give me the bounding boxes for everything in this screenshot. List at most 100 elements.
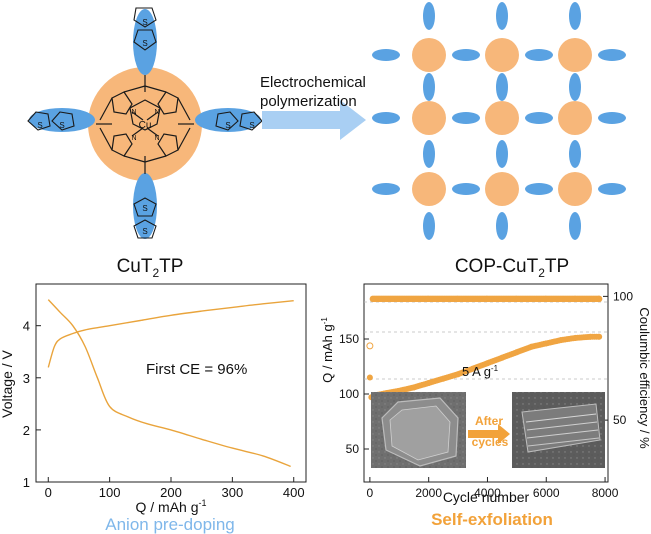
copper-atom-label: Cu [139, 120, 152, 131]
polymerization-arrow [262, 100, 366, 140]
thiophene-rings [27, 7, 263, 239]
left-caption: Anion pre-doping [105, 515, 234, 534]
y-tick-label: 1 [23, 475, 30, 490]
nitrogen-atom-label: N [154, 109, 159, 116]
right-y-tick-label: 100 [613, 289, 633, 303]
polymer-link-lobe [598, 183, 626, 195]
polymer-link-lobe [372, 183, 400, 195]
top-thiophene-lobe [133, 9, 157, 75]
first-ce-annotation: First CE = 96% [146, 361, 247, 378]
sulfur-atom-label: S [225, 121, 230, 130]
y-tick-label: 100 [339, 387, 359, 401]
x-tick-label: 200 [160, 485, 182, 500]
polymer-node [412, 172, 446, 206]
charge-curve [47, 300, 294, 368]
sulfur-atom-label: S [59, 121, 64, 130]
sulfur-atom-label: S [142, 204, 147, 213]
after-cycles-label-line1: After [475, 414, 503, 428]
polymer-link-lobe [569, 2, 581, 30]
polymer-link-lobe [569, 73, 581, 101]
polymer-link-lobe [423, 73, 435, 101]
polymer-node [412, 101, 446, 135]
x-tick-label: 4000 [474, 486, 501, 500]
sulfur-atom-label: S [142, 39, 147, 48]
polymer-link-lobe [569, 140, 581, 168]
polymer-node [485, 101, 519, 135]
polymer-link-lobe [496, 2, 508, 30]
nitrogen-atom-label: N [131, 109, 136, 116]
arrow-label-line1: Electrochemical [260, 74, 366, 91]
right-right-y-axis-label: Coulumbic efficiency / % [637, 307, 651, 449]
cut2tp-molecule: Cu S S S S S S S S N N N N [27, 7, 263, 239]
plot-frame [35, 283, 307, 483]
polymer-network [372, 2, 626, 240]
polymer-node [558, 101, 592, 135]
right-left-y-axis-label: Q / mAh g-1 [320, 317, 335, 383]
plot-frame [363, 283, 609, 483]
polymer-link-lobe [452, 112, 480, 124]
polymer-link-lobe [452, 183, 480, 195]
ce-point [595, 295, 603, 303]
polymer-node [412, 38, 446, 72]
y-tick-label: 3 [23, 371, 30, 386]
voltage-profile-chart: 0 100 200 300 400 1 2 3 4 First CE = 96% Voltage… [0, 283, 307, 534]
nitrogen-atom-label: N [154, 135, 159, 142]
polymer-link-lobe [452, 49, 480, 61]
x-tick-label: 6000 [533, 486, 560, 500]
y-tick-label: 150 [339, 332, 359, 346]
polymer-node [558, 38, 592, 72]
monomer-name: CuT2TP [117, 256, 184, 280]
left-y-axis-label: Voltage / V [0, 349, 15, 417]
sem-inset-after [512, 392, 605, 468]
sulfur-atom-label: S [142, 227, 147, 236]
x-tick-label: 300 [222, 485, 244, 500]
y-tick-label: 2 [23, 423, 30, 438]
sulfur-atom-label: S [249, 121, 254, 130]
x-tick-label: 8000 [592, 486, 619, 500]
capacity-point [366, 374, 373, 381]
sem-inset-before [371, 392, 466, 468]
right-y-tick-label: 50 [613, 413, 627, 427]
rate-label: 5 A g-1 [462, 364, 499, 379]
capacity-point [596, 333, 603, 340]
polymer-name: COP-CuT2TP [455, 256, 569, 280]
polymer-link-lobe [569, 212, 581, 240]
polymer-link-lobe [372, 112, 400, 124]
cycling-chart: 0 2000 4000 6000 8000 50 100 150 50 100 5 A g-1 A… [320, 283, 651, 529]
bottom-thiophene-lobe [133, 173, 157, 239]
polymer-link-lobe [423, 2, 435, 30]
sulfur-atom-label: S [37, 121, 42, 130]
nitrogen-atom-label: N [131, 135, 136, 142]
polymer-link-lobe [525, 112, 553, 124]
after-cycles-arrow [468, 424, 510, 444]
polymer-link-lobe [525, 183, 553, 195]
right-x-axis-label: Cycle number [443, 489, 530, 505]
y-tick-label: 4 [23, 319, 30, 334]
ce-point [366, 342, 374, 350]
discharge-curve [47, 299, 291, 468]
coulombic-efficiency-series [366, 295, 603, 350]
arrow-label-line2: polymerization [260, 93, 357, 110]
polymer-node [485, 172, 519, 206]
polymer-link-lobe [372, 49, 400, 61]
y-tick-label: 50 [346, 442, 360, 456]
after-cycles-label-line2: cycles [472, 435, 509, 449]
polymer-node [558, 172, 592, 206]
porphyrin-skeleton [96, 75, 194, 174]
polymer-link-lobe [496, 73, 508, 101]
polymer-link-lobe [423, 140, 435, 168]
polymer-link-lobe [496, 140, 508, 168]
polymer-link-lobe [423, 212, 435, 240]
polymer-link-lobe [598, 112, 626, 124]
x-tick-label: 0 [367, 486, 374, 500]
right-caption: Self-exfoliation [431, 510, 553, 529]
left-x-axis-label: Q / mAh g-1 [135, 498, 206, 515]
x-tick-label: 0 [45, 485, 52, 500]
x-tick-label: 400 [283, 485, 305, 500]
x-tick-label: 2000 [415, 486, 442, 500]
polymer-node [485, 38, 519, 72]
polymer-link-lobe [598, 49, 626, 61]
polymer-link-lobe [496, 212, 508, 240]
sulfur-atom-label: S [142, 18, 147, 27]
